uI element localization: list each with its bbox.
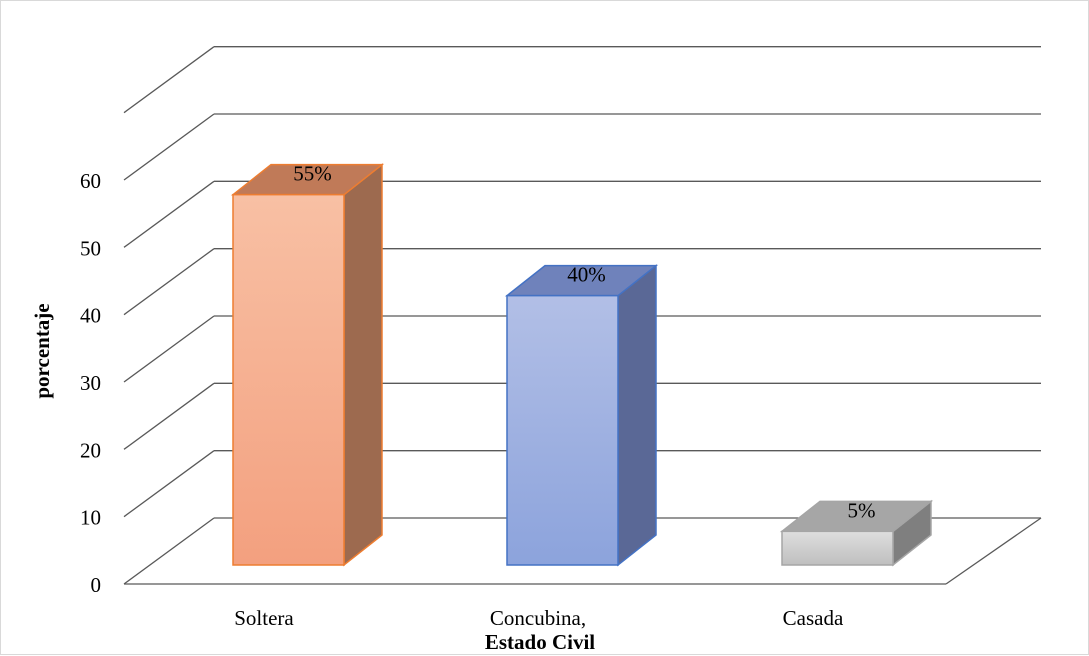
y-tick-label: 20 xyxy=(80,438,101,462)
y-tick-label: 60 xyxy=(80,169,101,193)
y-tick-label: 0 xyxy=(91,573,102,597)
bar-front-face xyxy=(506,294,619,566)
data-label: 55% xyxy=(293,162,332,186)
bar-front-face xyxy=(781,530,894,566)
bar-soltera xyxy=(230,163,385,567)
gridline-diagonal xyxy=(123,450,215,518)
y-tick-label: 30 xyxy=(80,371,101,395)
y-axis-ticks: 0 10 20 30 40 50 60 xyxy=(80,169,101,597)
bar-side-face xyxy=(343,163,383,567)
gridline-diagonal xyxy=(123,46,215,114)
bar-front-face xyxy=(232,193,345,566)
y-axis-title: porcentaje xyxy=(30,303,54,398)
bars xyxy=(230,163,934,567)
bar-casada xyxy=(779,499,934,567)
gridline-diagonal xyxy=(123,180,215,248)
data-label: 5% xyxy=(848,498,876,522)
bar-side-face xyxy=(617,264,657,567)
gridline-diagonal xyxy=(123,382,215,450)
gridline-diagonal xyxy=(123,315,215,383)
gridline-diagonal xyxy=(123,248,215,316)
gridline-diagonal xyxy=(123,517,215,585)
x-axis-categories: Soltera Concubina, Casada xyxy=(234,606,844,630)
y-tick-label: 10 xyxy=(80,506,101,530)
y-tick-label: 40 xyxy=(80,304,101,328)
y-tick-label: 50 xyxy=(80,236,101,260)
x-category-label: Concubina, xyxy=(490,606,586,630)
x-category-label: Soltera xyxy=(234,606,294,630)
x-category-label: Casada xyxy=(783,606,844,630)
x-axis-title: Estado Civil xyxy=(485,630,595,654)
bar-concubina xyxy=(504,264,659,567)
data-labels: 55% 40% 5% xyxy=(293,162,875,523)
gridline-diagonal xyxy=(123,113,215,181)
data-label: 40% xyxy=(567,263,606,287)
floor-side-edge xyxy=(945,517,1042,585)
